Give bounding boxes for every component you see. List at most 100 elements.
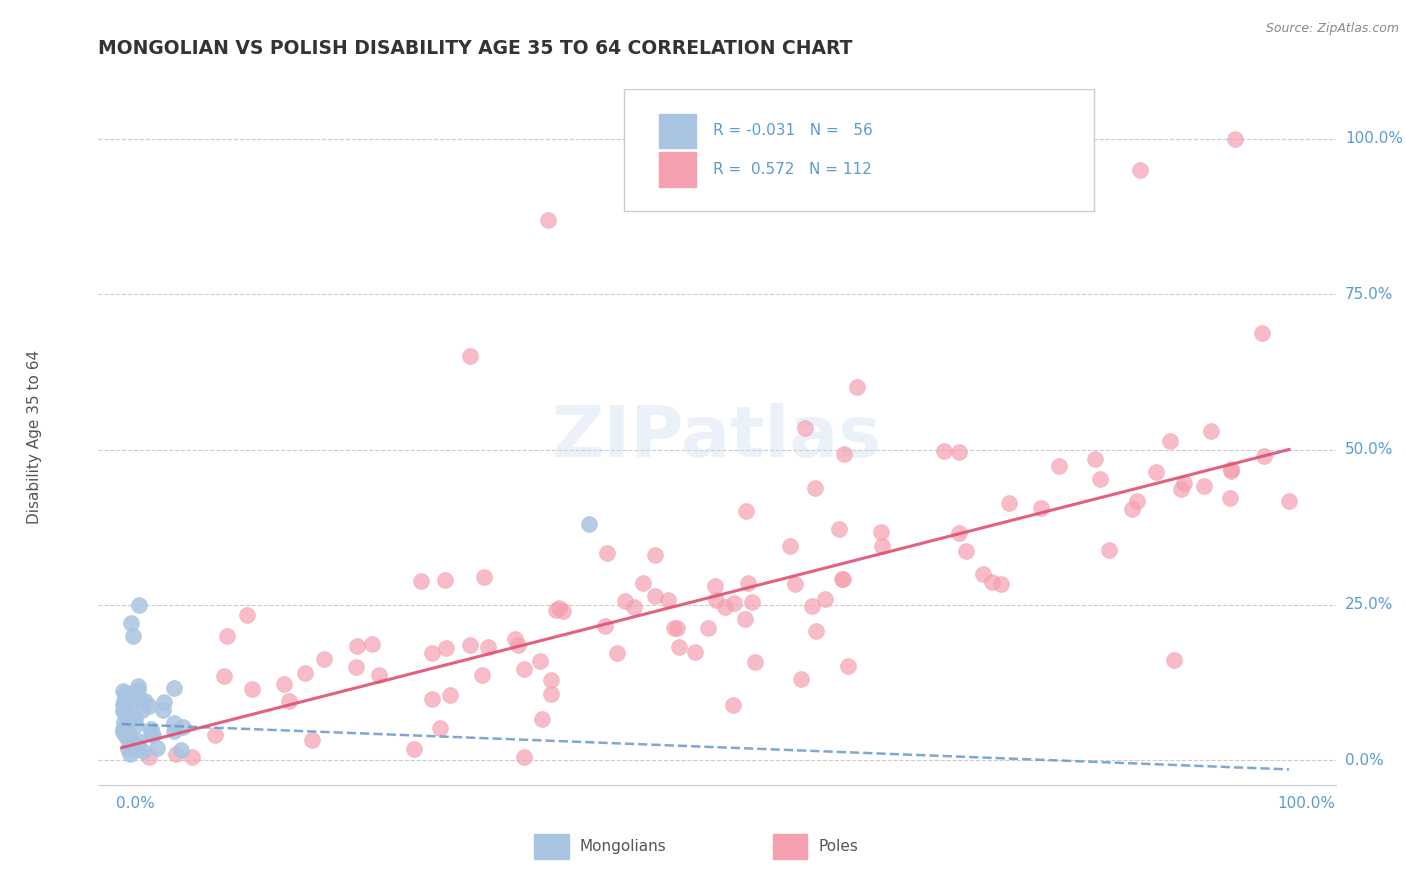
FancyBboxPatch shape <box>773 834 807 859</box>
Point <box>800 599 823 613</box>
Point <box>122 739 145 753</box>
Text: Poles: Poles <box>818 838 859 854</box>
Point <box>623 600 645 615</box>
Point <box>606 646 628 660</box>
Point <box>344 659 367 673</box>
Point <box>804 481 827 495</box>
Point <box>644 589 666 603</box>
Point <box>134 694 156 708</box>
Point <box>111 684 134 698</box>
Point <box>1159 434 1181 448</box>
Point <box>578 516 600 531</box>
Point <box>112 694 135 708</box>
Text: Disability Age 35 to 64: Disability Age 35 to 64 <box>27 350 42 524</box>
Point <box>704 579 727 593</box>
Point <box>472 570 495 584</box>
Point <box>132 744 155 758</box>
Point <box>114 723 136 737</box>
Point <box>117 724 139 739</box>
Point <box>793 421 815 435</box>
Point <box>1088 472 1111 486</box>
Point <box>420 646 443 660</box>
Point <box>346 639 368 653</box>
Point <box>683 644 706 658</box>
Point <box>1029 500 1052 515</box>
Point <box>127 739 149 753</box>
Text: R = -0.031   N =   56: R = -0.031 N = 56 <box>713 123 873 138</box>
Point <box>129 694 152 708</box>
Point <box>122 629 145 643</box>
Point <box>117 710 139 724</box>
Point <box>117 741 139 756</box>
Point <box>540 673 562 688</box>
Point <box>735 504 758 518</box>
Point <box>697 621 720 635</box>
Point <box>301 733 323 747</box>
Point <box>212 669 235 683</box>
Point <box>163 715 186 730</box>
Point <box>806 624 828 638</box>
Point <box>998 496 1021 510</box>
Point <box>644 548 666 562</box>
Point <box>127 680 149 694</box>
Point <box>368 667 391 681</box>
Point <box>117 733 139 747</box>
Point <box>1129 163 1152 178</box>
FancyBboxPatch shape <box>659 152 696 186</box>
Point <box>111 723 134 737</box>
Point <box>662 621 685 635</box>
Point <box>138 750 160 764</box>
Point <box>529 654 551 668</box>
Point <box>1121 501 1143 516</box>
Point <box>163 724 186 739</box>
Point <box>111 724 134 739</box>
Text: ZIPatlas: ZIPatlas <box>553 402 882 472</box>
Point <box>828 522 851 536</box>
Point <box>1219 462 1241 476</box>
Text: 75.0%: 75.0% <box>1346 286 1393 301</box>
Text: Mongolians: Mongolians <box>579 838 666 854</box>
Point <box>124 694 146 708</box>
Point <box>1278 493 1301 508</box>
Point <box>1199 424 1222 438</box>
Point <box>972 566 994 581</box>
Point <box>831 572 853 586</box>
Point <box>593 618 616 632</box>
Point <box>503 632 526 647</box>
Point <box>172 720 194 734</box>
Point <box>112 714 135 729</box>
Point <box>1253 450 1275 464</box>
Point <box>734 612 756 626</box>
Point <box>980 575 1002 590</box>
Point <box>118 734 141 748</box>
Point <box>814 591 837 606</box>
Point <box>433 574 456 588</box>
Point <box>361 637 384 651</box>
Point <box>402 742 425 756</box>
Point <box>512 662 534 676</box>
Point <box>846 380 869 394</box>
Point <box>666 621 689 635</box>
Point <box>121 686 143 700</box>
Point <box>790 672 813 686</box>
Point <box>1163 652 1185 666</box>
Point <box>112 697 135 711</box>
Point <box>1219 464 1241 478</box>
Point <box>124 711 146 725</box>
Point <box>131 703 153 717</box>
Point <box>120 616 142 631</box>
Point <box>146 740 169 755</box>
Point <box>111 704 134 718</box>
Point <box>531 712 554 726</box>
Point <box>138 698 160 713</box>
Point <box>1251 326 1274 341</box>
Point <box>117 713 139 727</box>
Point <box>737 576 759 591</box>
Point <box>204 728 226 742</box>
Point <box>713 600 735 615</box>
Point <box>948 445 970 459</box>
Point <box>278 694 301 708</box>
Text: 100.0%: 100.0% <box>1278 797 1336 811</box>
Point <box>170 742 193 756</box>
Point <box>163 681 186 695</box>
